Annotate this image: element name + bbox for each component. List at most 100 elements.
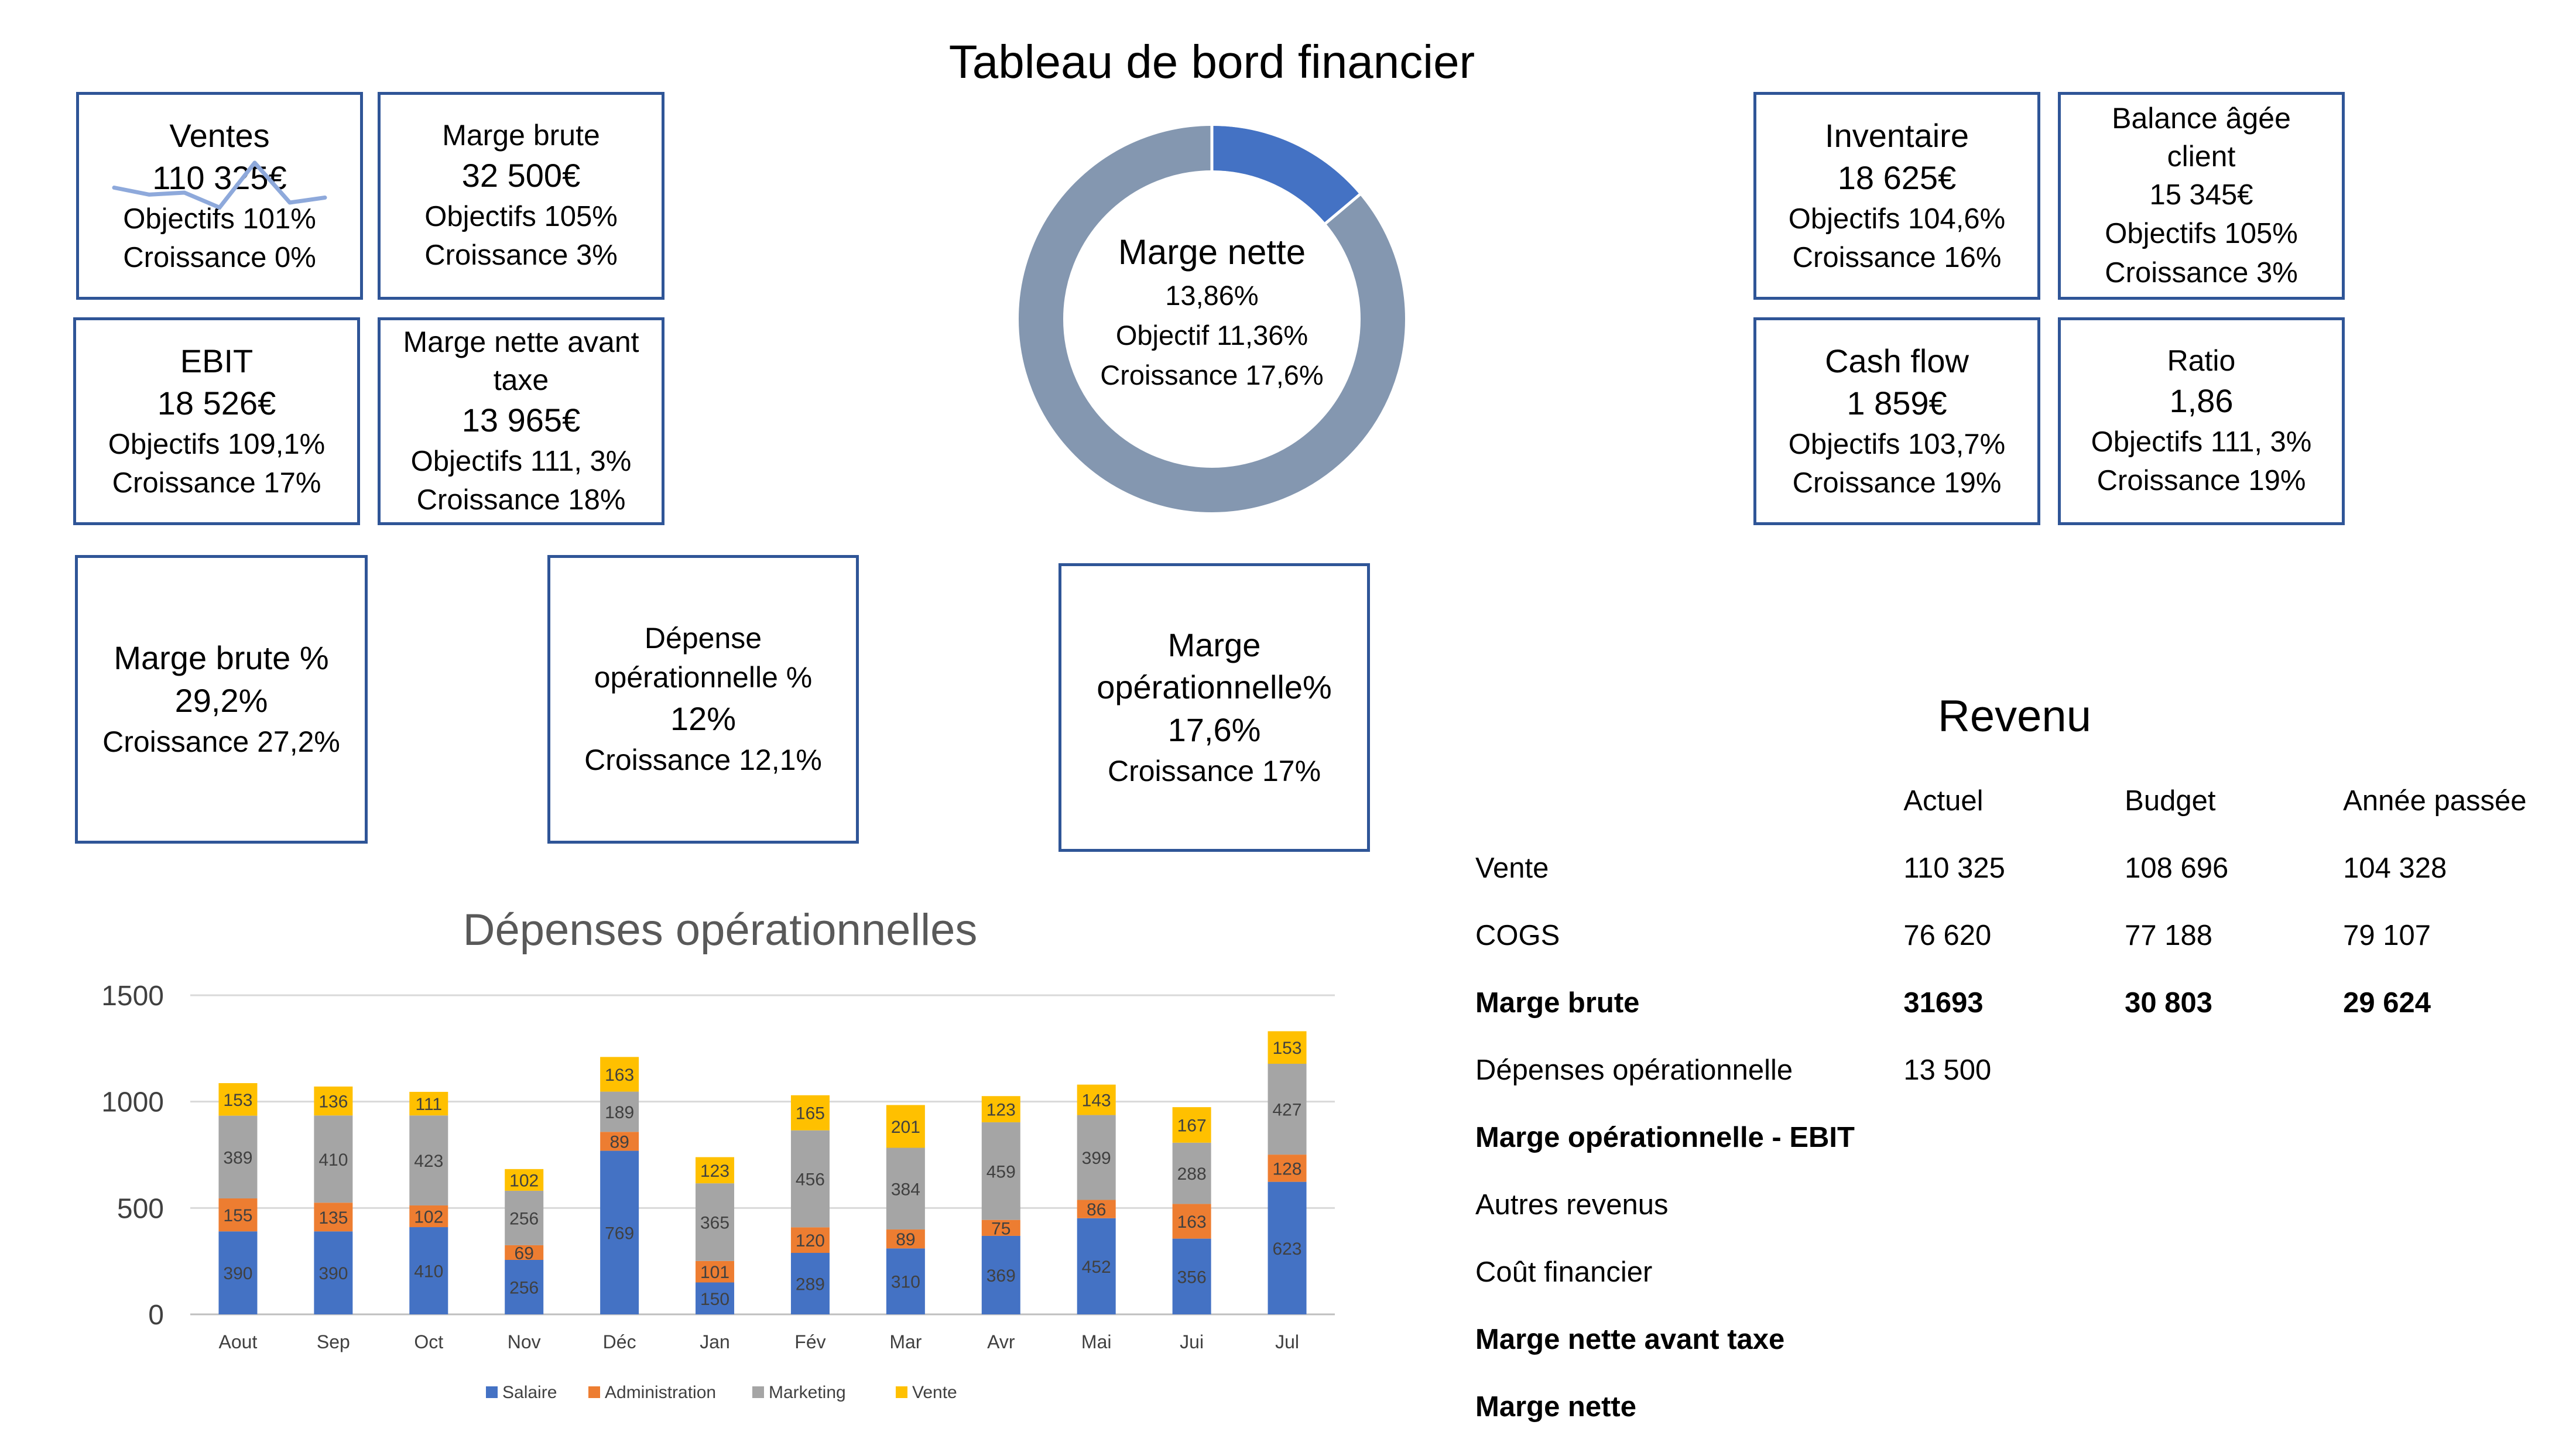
revenu-cell: [2343, 1306, 2576, 1373]
revenu-row-label: Marge nette avant taxe: [1475, 1323, 1785, 1355]
data-label: 150: [700, 1290, 729, 1309]
revenu-row-label: Vente: [1475, 852, 1549, 884]
revenu-row-label: Dépenses opérationnelle: [1475, 1054, 1793, 1086]
kpi-card-marge-op-pct: Marge opérationnelle% 17,6% Croissance 1…: [1059, 563, 1370, 852]
x-tick-label: Jul: [1275, 1331, 1299, 1352]
donut-separator: [1324, 193, 1362, 225]
data-label: 201: [891, 1118, 920, 1137]
kpi-objectif: Objectifs 103,7%: [1788, 429, 2006, 461]
x-tick-label: Déc: [603, 1331, 636, 1352]
legend-swatch: [752, 1386, 764, 1398]
legend-swatch: [486, 1386, 498, 1398]
kpi-value: 32 500€: [461, 157, 581, 194]
data-label: 155: [223, 1206, 252, 1225]
revenu-cell: [1903, 1104, 2125, 1171]
revenu-row-label: Marge opérationnelle - EBIT: [1475, 1121, 1855, 1153]
data-label: 102: [414, 1208, 443, 1227]
revenu-cell: [1903, 1171, 2125, 1238]
data-label: 120: [796, 1231, 825, 1251]
legend-label: Administration: [605, 1383, 716, 1402]
revenu-row: Marge nette: [1475, 1373, 2576, 1440]
kpi-value: 12%: [670, 700, 737, 737]
data-label: 89: [896, 1230, 915, 1249]
revenu-row: Autres revenus: [1475, 1171, 2576, 1238]
y-tick-label: 1000: [101, 1087, 164, 1118]
revenu-cell: [2343, 1036, 2576, 1104]
data-label: 288: [1177, 1164, 1207, 1184]
depenses-chart: 0 500 1000 1500 390 155 389 153 Aout 390 135 410 136…: [101, 981, 1335, 1402]
data-label: 423: [414, 1152, 443, 1171]
kpi-croissance: Croissance 0%: [123, 242, 316, 274]
data-label: 289: [796, 1275, 825, 1294]
legend-label: Vente: [912, 1383, 957, 1402]
data-label: 399: [1082, 1149, 1111, 1168]
bar-segment: [218, 1198, 258, 1232]
bar-segment: [1268, 1031, 1307, 1064]
bar-segment: [696, 1183, 735, 1261]
revenu-cell: 79 107: [2343, 919, 2431, 951]
data-label: 101: [700, 1263, 729, 1282]
revenu-row-label: Marge brute: [1475, 986, 1640, 1019]
bar-segment: [1268, 1063, 1307, 1155]
bar-segment: [696, 1260, 735, 1283]
data-label: 452: [1082, 1258, 1111, 1277]
kpi-card-marge-brute-pct: Marge brute % 29,2% Croissance 27,2%: [75, 555, 368, 844]
bar-segment: [886, 1229, 925, 1249]
data-label: 89: [609, 1132, 629, 1152]
x-tick-label: Nov: [508, 1331, 541, 1352]
revenu-cell: 30 803: [2125, 986, 2213, 1019]
kpi-value: 1,86: [2169, 382, 2234, 420]
revenu-header: Année passée: [2343, 785, 2527, 817]
bar-segment: [696, 1282, 735, 1314]
x-tick-label: Aout: [219, 1331, 258, 1352]
kpi-label: Dépense opérationnelle %: [594, 621, 813, 694]
bar-segment: [314, 1115, 353, 1203]
x-tick-label: Mar: [889, 1331, 922, 1352]
revenu-table: Actuel Budget Année passée Vente 110 325 1…: [1475, 767, 2576, 1440]
y-tick-label: 500: [117, 1193, 164, 1224]
bar-segment: [314, 1231, 353, 1314]
kpi-label: Inventaire: [1825, 117, 1969, 154]
data-label: 102: [509, 1171, 539, 1190]
data-label: 390: [223, 1264, 252, 1283]
bar-segment: [505, 1259, 544, 1314]
kpi-croissance: Croissance 18%: [416, 484, 626, 516]
y-tick-label: 1500: [101, 981, 164, 1012]
donut-label: Marge nette: [1118, 232, 1306, 272]
x-tick-label: Mai: [1081, 1331, 1112, 1352]
revenu-row: Marge opérationnelle - EBIT: [1475, 1104, 2576, 1171]
revenu-header-row: Actuel Budget Année passée: [1475, 767, 2576, 834]
bar-segment: [218, 1115, 258, 1198]
data-label: 86: [1087, 1200, 1106, 1220]
x-tick-label: Oct: [414, 1331, 443, 1352]
data-label: 410: [414, 1262, 443, 1282]
bar-segment: [790, 1095, 830, 1131]
kpi-card-balance-agee: Balance âgée client 15 345€ Objectifs 10…: [2058, 92, 2345, 300]
revenu-cell: [2125, 1373, 2343, 1440]
data-label: 369: [986, 1266, 1016, 1286]
kpi-value: 18 526€: [157, 385, 276, 422]
data-label: 310: [891, 1273, 920, 1292]
revenu-cell: 13 500: [1903, 1054, 1992, 1086]
revenu-cell: [2125, 1171, 2343, 1238]
kpi-value: 29,2%: [174, 681, 268, 719]
data-label: 459: [986, 1162, 1016, 1181]
legend-swatch: [896, 1386, 907, 1398]
kpi-croissance: Croissance 19%: [2097, 465, 2306, 497]
x-tick-label: Jan: [700, 1331, 730, 1352]
kpi-label: EBIT: [180, 342, 254, 379]
bar-segment: [1077, 1115, 1116, 1200]
bar-segment: [981, 1122, 1020, 1220]
kpi-label: Marge nette avant taxe: [403, 325, 639, 396]
revenu-row-label: Autres revenus: [1475, 1188, 1669, 1221]
data-label: 163: [1177, 1212, 1207, 1232]
data-label: 356: [1177, 1268, 1207, 1287]
data-label: 410: [318, 1150, 348, 1170]
bar-segment: [1172, 1107, 1211, 1143]
bar-segment: [218, 1231, 258, 1314]
revenu-cell: [1903, 1306, 2125, 1373]
bar-segment: [886, 1147, 925, 1230]
bar-segment: [409, 1205, 448, 1228]
data-label: 384: [891, 1180, 920, 1199]
revenu-cell: [2343, 1238, 2576, 1306]
